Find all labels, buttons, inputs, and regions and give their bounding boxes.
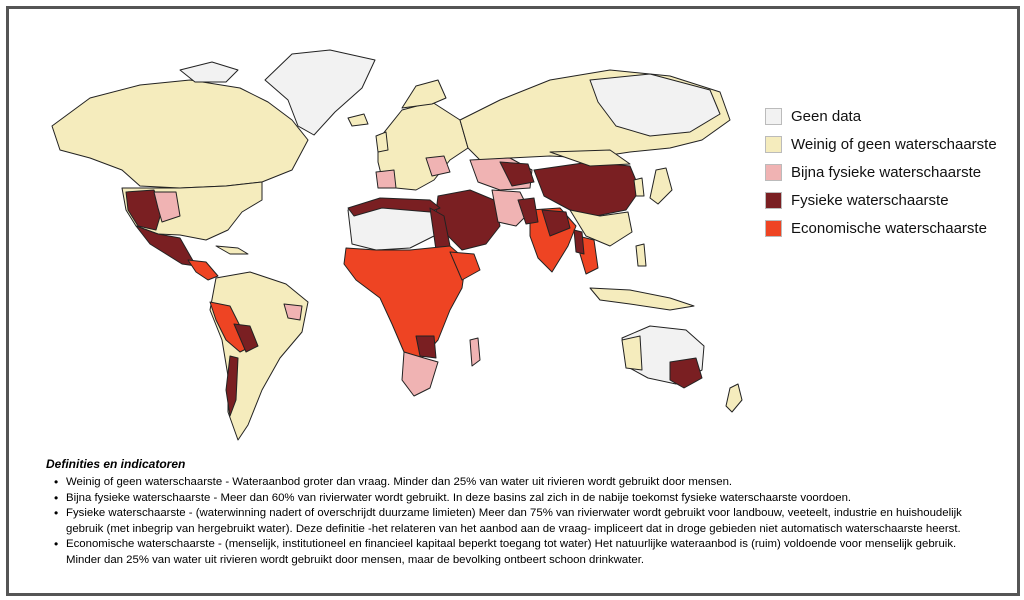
region-ne-brazil [283, 303, 303, 321]
region-mongolia [549, 149, 631, 167]
region-iberia [375, 169, 397, 189]
region-arctic-islands [179, 61, 239, 83]
region-sub-saharan [343, 245, 467, 359]
region-uk [375, 131, 389, 153]
definitions-title: Definities en indicatoren [46, 457, 186, 471]
region-philippines [635, 243, 647, 267]
region-greenland [264, 49, 376, 136]
region-indonesia [589, 287, 695, 311]
region-south-america [209, 271, 309, 441]
region-australia-west [621, 335, 643, 371]
region-china [533, 161, 641, 217]
legend-item-fysiek: Fysieke waterschaarste [765, 186, 997, 214]
region-bolivia [233, 323, 259, 353]
region-caribbean [215, 245, 249, 255]
region-chile [225, 355, 239, 417]
region-scandinavia [401, 79, 447, 109]
region-south-china [569, 209, 633, 247]
legend-item-weinig: Weinig of geen waterschaarste [765, 130, 997, 158]
legend-label: Economische waterschaarste [791, 219, 987, 237]
legend-label: Fysieke waterschaarste [791, 191, 949, 209]
region-canada [51, 79, 309, 189]
legend-swatch [765, 135, 782, 153]
region-southern-dry [415, 335, 437, 359]
region-aral [499, 161, 535, 187]
legend-swatch [765, 219, 782, 237]
region-usa-west [125, 189, 163, 231]
region-madagascar [469, 337, 481, 367]
definition-item: Economische waterschaarste - (menselijk,… [54, 537, 990, 568]
region-horn [449, 251, 481, 281]
region-japan [649, 167, 673, 205]
legend-item-bijna: Bijna fysieke waterschaarste [765, 158, 997, 186]
region-central-america [187, 259, 219, 281]
region-north-africa-coast [347, 197, 441, 217]
legend-item-geen-data: Geen data [765, 102, 997, 130]
world-map [51, 49, 743, 441]
region-usa-plains [153, 191, 181, 223]
definitions-section: Definities en indicatoren Weinig of geen… [40, 457, 990, 569]
definition-item: Weinig of geen waterschaarste - Wateraan… [54, 475, 990, 491]
legend-label: Weinig of geen waterschaarste [791, 135, 997, 153]
legend-label: Geen data [791, 107, 862, 125]
legend: Geen data Weinig of geen waterschaarste … [765, 102, 997, 242]
legend-swatch [765, 191, 782, 209]
region-burma [573, 229, 585, 255]
legend-item-economisch: Economische waterschaarste [765, 214, 997, 242]
legend-label: Bijna fysieke waterschaarste [791, 163, 982, 181]
definitions-list: Weinig of geen waterschaarste - Wateraan… [40, 475, 990, 569]
region-pakistan [517, 197, 539, 225]
legend-swatch [765, 107, 782, 125]
region-southeast-europe [425, 155, 451, 177]
region-south-africa [401, 351, 439, 397]
definition-item: Fysieke waterschaarste - (waterwinning n… [54, 506, 990, 537]
region-iceland [347, 113, 369, 127]
legend-swatch [765, 163, 782, 181]
region-india-north [541, 209, 571, 237]
region-iran [491, 189, 531, 227]
definition-item: Bijna fysieke waterschaarste - Meer dan … [54, 491, 990, 507]
region-new-zealand [725, 383, 743, 413]
region-korea [633, 177, 645, 197]
region-murray-darling [669, 357, 703, 389]
region-siberia-nodata [589, 73, 721, 137]
